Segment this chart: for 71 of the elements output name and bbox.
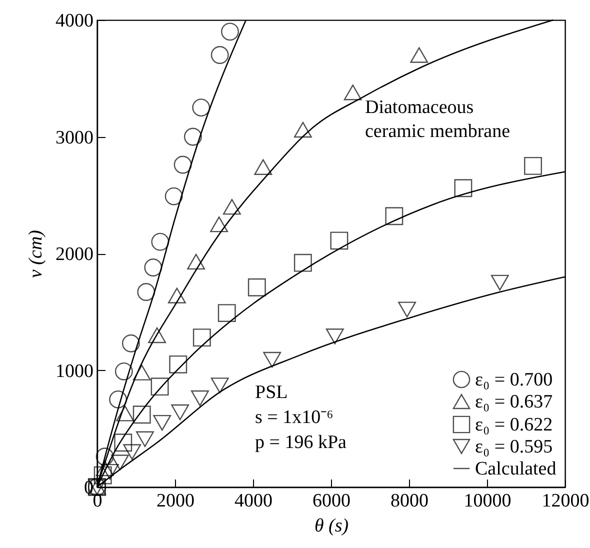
x-axis-title: θ (s) xyxy=(314,516,349,536)
y-axis-title: v (cm) xyxy=(26,230,46,278)
point xyxy=(410,47,428,63)
point xyxy=(524,156,542,175)
point xyxy=(330,232,348,250)
point xyxy=(263,352,282,368)
point xyxy=(171,404,190,420)
point xyxy=(144,258,162,276)
point xyxy=(168,288,186,304)
x-tick-label: 2000 xyxy=(156,490,194,512)
point xyxy=(132,406,151,424)
point xyxy=(116,406,134,422)
point xyxy=(164,187,183,206)
y-tick-label: 2000 xyxy=(56,244,94,265)
point xyxy=(385,207,404,226)
point xyxy=(490,274,509,291)
point xyxy=(169,355,188,374)
point xyxy=(210,378,229,394)
x-tick-label: 8000 xyxy=(390,490,428,512)
y-tick-label: 3000 xyxy=(56,127,94,148)
point xyxy=(122,334,140,352)
point xyxy=(218,304,236,322)
x-tick-label: 10000 xyxy=(464,490,512,512)
point xyxy=(398,302,416,318)
x-tick-label: 4000 xyxy=(234,490,272,512)
point xyxy=(187,254,206,270)
x-tick-label: 6000 xyxy=(312,490,350,512)
point xyxy=(222,198,241,215)
point xyxy=(248,278,266,296)
point xyxy=(192,98,210,117)
legend-label: ε₀ = 0.622 xyxy=(475,414,553,436)
point xyxy=(123,444,142,460)
point xyxy=(153,414,172,431)
point xyxy=(136,431,154,447)
point xyxy=(151,232,170,251)
point xyxy=(148,327,166,344)
point xyxy=(221,22,239,41)
point xyxy=(109,390,128,408)
annotation: s = 1x10⁻⁶ xyxy=(255,407,334,428)
point xyxy=(132,364,151,380)
point xyxy=(210,216,228,232)
point xyxy=(137,283,156,301)
annotation: Diatomaceous ceramic membrane xyxy=(365,97,510,142)
legend-label: Calculated xyxy=(475,458,557,480)
point xyxy=(184,128,202,146)
point xyxy=(294,122,312,138)
point xyxy=(114,362,133,380)
point xyxy=(294,254,312,272)
point xyxy=(174,156,192,174)
point xyxy=(344,84,362,100)
point xyxy=(111,454,129,470)
x-tick-label: 12000 xyxy=(542,490,590,512)
point xyxy=(100,464,119,480)
point xyxy=(454,179,472,198)
point xyxy=(150,378,169,396)
y-tick-label: 1000 xyxy=(56,360,94,382)
annotation: PSL xyxy=(255,382,288,403)
annotation: p = 196 kPa xyxy=(255,432,348,453)
legend-label: ε₀ = 0.700 xyxy=(475,370,553,390)
point xyxy=(96,460,114,476)
point xyxy=(254,159,272,175)
point xyxy=(94,466,112,484)
legend-label: ε₀ = 0.595 xyxy=(475,436,553,458)
y-tick-label: 4000 xyxy=(56,10,94,32)
legend-label: ε₀ = 0.637 xyxy=(475,392,553,412)
point xyxy=(210,46,229,64)
point xyxy=(192,328,211,347)
point xyxy=(96,448,114,466)
point xyxy=(326,328,344,344)
point xyxy=(190,390,209,406)
point xyxy=(114,434,132,452)
